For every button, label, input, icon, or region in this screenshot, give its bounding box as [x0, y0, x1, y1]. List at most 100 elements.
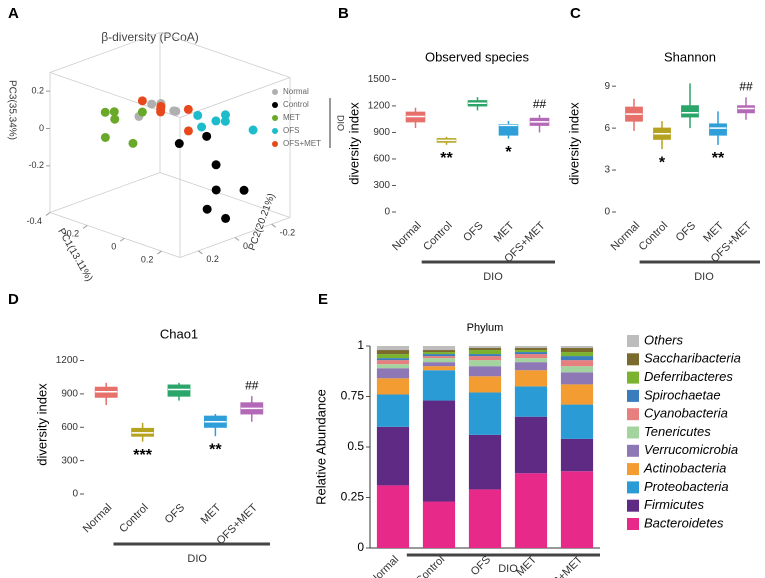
chart-title: Phylum [467, 322, 504, 334]
y-tick-label: 600 [373, 154, 390, 165]
y-tick-label: 0.5 [347, 439, 364, 453]
y-tick-label: 0 [243, 241, 248, 251]
legend-label: Firmicutes [644, 497, 704, 512]
y-axis-label: diversity index [566, 102, 581, 185]
legend-label: Tenericutes [644, 424, 711, 439]
significance: * [659, 154, 666, 171]
bar-segment [468, 366, 502, 377]
group-label: DIO [694, 271, 714, 283]
legend-label: Deferribacteres [644, 369, 733, 384]
bar-segment [560, 360, 594, 367]
x-tick-label: MET [514, 554, 539, 578]
point [202, 204, 212, 214]
bar-segment [468, 489, 502, 548]
y-tick [234, 237, 240, 241]
legend-swatch [627, 444, 639, 457]
y-tick-label: 3 [604, 165, 610, 176]
x-tick [157, 250, 162, 255]
bar-segment [422, 366, 456, 371]
bar-segment [468, 354, 502, 357]
x-tick-label: Control [421, 220, 455, 254]
y-tick-label: 1500 [368, 74, 391, 85]
x-tick-label: OFS+MET [540, 553, 586, 578]
point [109, 107, 119, 117]
bar-segment [514, 386, 548, 417]
bar-segment [560, 356, 594, 361]
legend-label: Bacteroidetes [644, 515, 724, 530]
legend-label: Spirochaetae [644, 387, 721, 402]
x-tick-label: Control [414, 554, 448, 578]
x-tick-label: Normal [368, 554, 402, 578]
legend-swatch [627, 499, 639, 512]
legend-label: MET [283, 113, 300, 122]
x-tick-label: MET [492, 220, 517, 245]
legend-swatch [627, 353, 639, 366]
y-tick-label: 600 [61, 422, 78, 433]
bar-segment [514, 358, 548, 363]
x-tick-label: OFS [674, 220, 698, 244]
legend-swatch [272, 115, 278, 121]
frame-edge [179, 77, 291, 118]
y-tick-label: 300 [373, 180, 390, 191]
bar-segment [514, 362, 548, 371]
y-tick-label: 6 [604, 123, 610, 134]
bar-segment [376, 346, 410, 351]
bar-segment [560, 384, 594, 405]
bar-segment [514, 473, 548, 548]
y-tick-label: 900 [61, 389, 78, 400]
y-tick [198, 250, 203, 255]
x-tick-label: Control [117, 502, 151, 536]
y-tick-label: 0.2 [206, 254, 219, 264]
bar-segment [560, 346, 594, 349]
group-label: DIO [187, 553, 207, 565]
legend-swatch [627, 389, 639, 402]
panel-label: B [338, 5, 349, 22]
x-tick [82, 224, 88, 229]
bar-segment [468, 360, 502, 367]
box [681, 105, 699, 118]
legend-label: OFS [283, 126, 299, 135]
bar-segment [422, 501, 456, 548]
box [709, 123, 727, 136]
significance: ** [440, 150, 453, 167]
x-tick-label: -0.4 [26, 216, 42, 226]
y-tick [271, 223, 276, 228]
legend-label: OFS+MET [283, 139, 321, 148]
x-tick-label: OFS [461, 220, 485, 244]
bar-segment [468, 434, 502, 490]
x-tick [119, 237, 125, 242]
chart-title: β-diversity (PCoA) [101, 30, 199, 44]
bar-segment [376, 485, 410, 548]
significance: ## [245, 378, 259, 392]
legend-swatch [272, 141, 278, 147]
bar-segment [468, 348, 502, 351]
bar-segment [376, 354, 410, 359]
bar-segment [468, 376, 502, 393]
bar-segment [468, 392, 502, 435]
panel-label: D [8, 291, 19, 308]
point [193, 110, 203, 120]
legend-swatch [627, 426, 639, 439]
bar-segment [560, 372, 594, 385]
x-tick-label: Normal [390, 220, 424, 254]
significance: ## [739, 80, 753, 94]
y-axis-label: Relative Abundance [313, 389, 328, 505]
y-tick-label: 0.75 [341, 389, 365, 403]
point [100, 132, 110, 142]
point [156, 107, 166, 117]
bar-segment [422, 350, 456, 353]
y-axis-label: PC2(20.21%) [247, 192, 278, 252]
legend-swatch [272, 89, 278, 95]
bar-segment [422, 346, 456, 351]
panel-label: A [8, 5, 19, 22]
y-tick-label: 300 [61, 455, 78, 466]
y-axis-label: diversity index [34, 383, 49, 466]
frame-edge [159, 172, 291, 218]
significance: * [505, 144, 512, 161]
bar-segment [376, 368, 410, 379]
significance: *** [133, 447, 152, 464]
bar-segment [376, 394, 410, 427]
bar-segment [560, 352, 594, 357]
bar-segment [422, 362, 456, 367]
bar-segment [376, 426, 410, 486]
